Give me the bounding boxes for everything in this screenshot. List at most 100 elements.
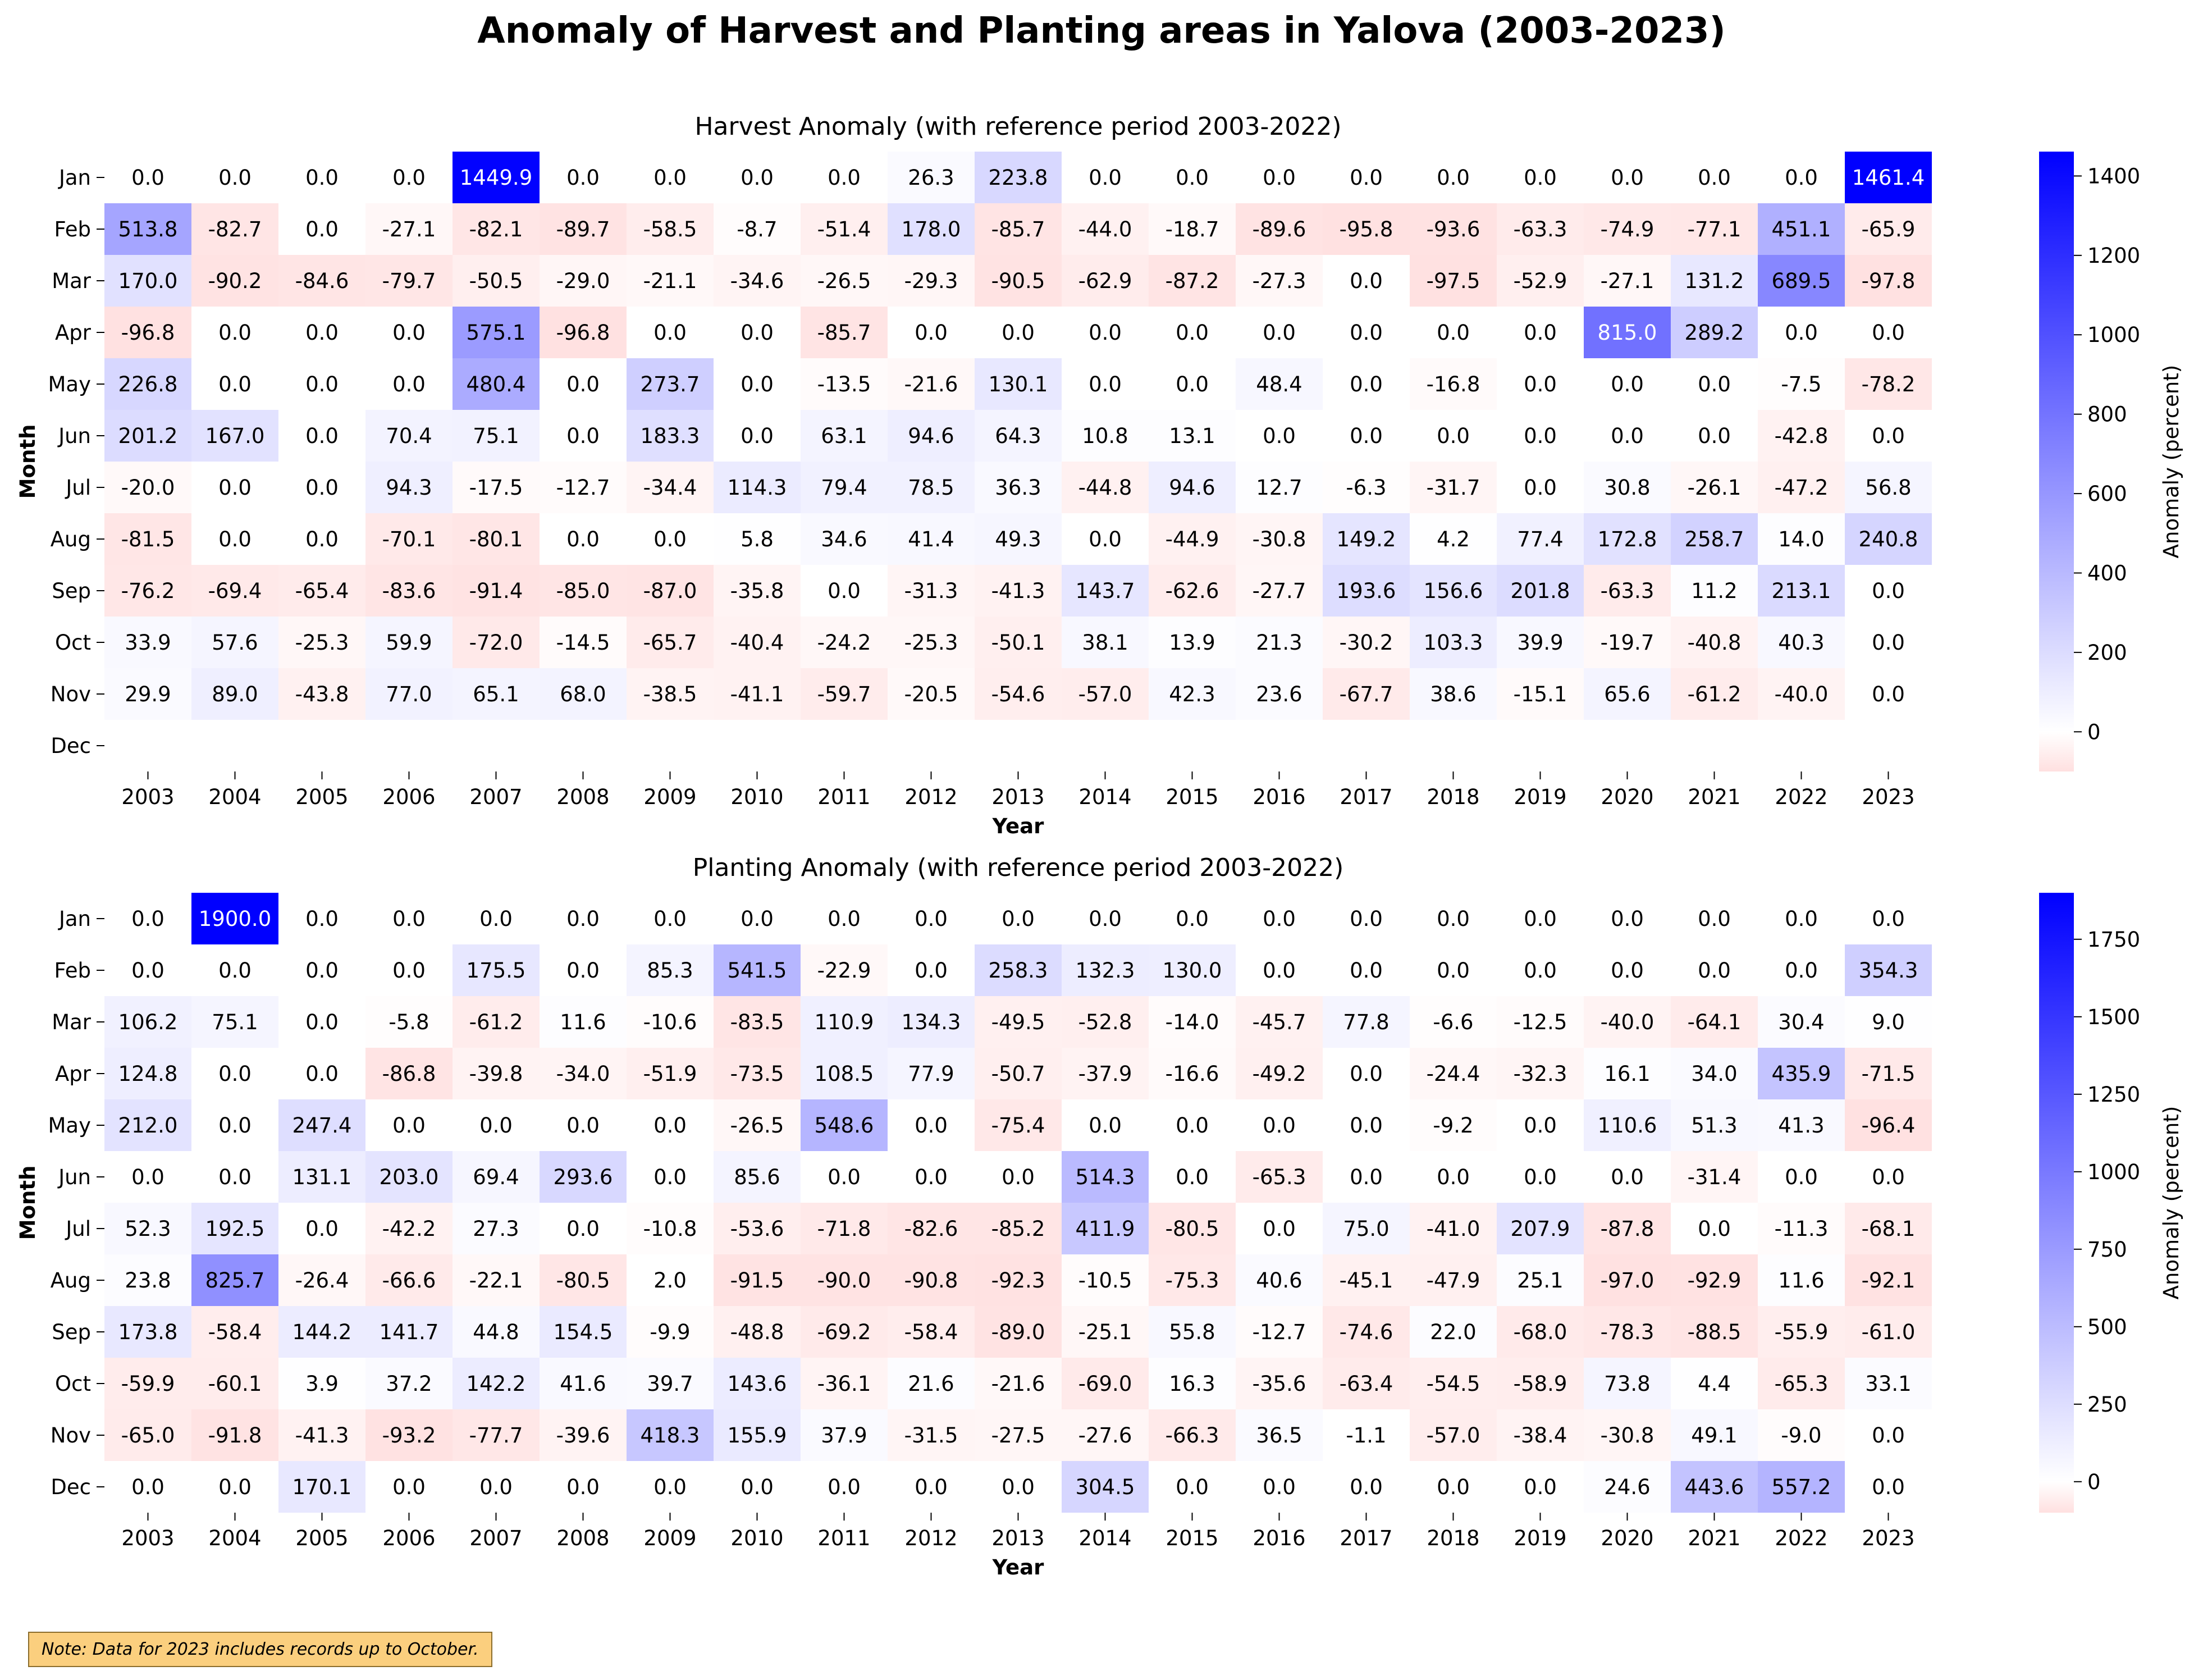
planting-cell	[191, 1461, 278, 1513]
planting-cell	[453, 1254, 540, 1306]
planting-cell	[540, 1099, 627, 1151]
harvest-cell	[627, 410, 714, 462]
planting-cell	[888, 893, 975, 944]
harvest-colorbar-tick-label: 1000	[2087, 323, 2140, 347]
harvest-cell	[1323, 565, 1410, 617]
planting-cell	[1236, 1099, 1323, 1151]
planting-cell	[1323, 1461, 1410, 1513]
planting-cell-label: 0.0	[218, 958, 252, 983]
harvest-cell-label: -79.7	[382, 269, 436, 293]
harvest-cell-label: -40.0	[1775, 682, 1829, 706]
planting-cell	[1236, 1461, 1323, 1513]
planting-cell-label: 0.0	[1872, 1475, 1905, 1499]
harvest-cell	[278, 307, 365, 358]
planting-cell	[191, 1254, 278, 1306]
harvest-cell-label: 258.7	[1685, 527, 1744, 551]
planting-cell-label: -92.1	[1862, 1268, 1916, 1293]
harvest-ytick-label: Feb	[54, 217, 91, 241]
harvest-cell-label: -34.6	[730, 269, 784, 293]
planting-cell	[453, 1151, 540, 1203]
planting-cell-label: 0.0	[1350, 1165, 1383, 1189]
harvest-cell	[627, 668, 714, 720]
planting-xtick-label: 2003	[121, 1526, 174, 1550]
planting-cell	[191, 1306, 278, 1358]
harvest-heatmap-chart: Harvest Anomaly (with reference period 2…	[16, 112, 2183, 838]
planting-cell	[1845, 1461, 1932, 1513]
harvest-cell-label: 0.0	[1350, 166, 1383, 190]
harvest-cell-label: 65.1	[473, 682, 519, 706]
harvest-cell-label: 0.0	[1350, 424, 1383, 448]
planting-xtick-label: 2017	[1340, 1526, 1392, 1550]
planting-cell	[365, 996, 453, 1048]
planting-cell-label: 27.3	[473, 1217, 519, 1241]
harvest-cell-label: 0.0	[1176, 372, 1209, 396]
harvest-cell	[104, 462, 191, 513]
planting-cell-label: 134.3	[902, 1010, 961, 1034]
planting-cell	[1758, 996, 1845, 1048]
harvest-cell-label: 30.8	[1604, 476, 1650, 500]
harvest-ytick-label: Jun	[57, 424, 91, 448]
harvest-cell	[888, 513, 975, 565]
planting-ytick-label: Nov	[51, 1423, 91, 1448]
harvest-cell	[1671, 358, 1758, 410]
harvest-cell	[1236, 668, 1323, 720]
planting-cell	[888, 1151, 975, 1203]
harvest-cell-label: 156.6	[1424, 579, 1483, 603]
planting-cell	[1236, 893, 1323, 944]
planting-cell	[104, 1099, 191, 1151]
planting-cell	[104, 1203, 191, 1254]
planting-colorbar-tick-label: 1000	[2087, 1160, 2140, 1184]
planting-cell	[801, 1409, 888, 1461]
planting-cell	[540, 944, 627, 996]
harvest-cell	[540, 668, 627, 720]
planting-cell-label: 0.0	[1263, 1113, 1296, 1138]
planting-cell	[1584, 1203, 1671, 1254]
harvest-cell	[191, 565, 278, 617]
harvest-cell	[278, 565, 365, 617]
planting-cell	[1062, 1358, 1149, 1409]
planting-cell	[1671, 1203, 1758, 1254]
planting-cell-label: 0.0	[1350, 1113, 1383, 1138]
planting-cell-label: 0.0	[1437, 1475, 1470, 1499]
harvest-cell	[1323, 203, 1410, 255]
planting-cell	[191, 996, 278, 1048]
harvest-cell-label: -30.2	[1340, 631, 1393, 655]
harvest-cell-label: 273.7	[641, 372, 700, 396]
planting-cell	[627, 1306, 714, 1358]
harvest-cell-label: -27.1	[382, 217, 436, 241]
harvest-cell-label: -65.7	[643, 631, 697, 655]
planting-cell-label: 0.0	[1350, 907, 1383, 931]
planting-cell-label: -31.4	[1688, 1165, 1742, 1189]
planting-cell-label: 0.0	[1437, 958, 1470, 983]
planting-xtick-label: 2006	[382, 1526, 435, 1550]
figure-title: Anomaly of Harvest and Planting areas in…	[477, 10, 1726, 52]
planting-cell	[888, 1203, 975, 1254]
harvest-cell	[1758, 513, 1845, 565]
planting-xtick-label: 2018	[1427, 1526, 1479, 1550]
harvest-cell	[365, 255, 453, 307]
harvest-cell	[1323, 513, 1410, 565]
planting-cell	[1758, 1048, 1845, 1099]
planting-cell-label: 0.0	[828, 1165, 861, 1189]
planting-cell	[627, 1099, 714, 1151]
harvest-cell-label: -27.1	[1601, 269, 1654, 293]
harvest-cell	[1323, 462, 1410, 513]
planting-cell-label: 0.0	[1176, 1475, 1209, 1499]
planting-cell-label: 0.0	[479, 1475, 513, 1499]
harvest-cell-label: 143.7	[1076, 579, 1135, 603]
harvest-xlabel: Year	[992, 814, 1044, 838]
harvest-cell-label: -70.1	[382, 527, 436, 551]
harvest-cell	[540, 152, 627, 203]
planting-cell	[1671, 1306, 1758, 1358]
harvest-cell	[1497, 358, 1584, 410]
planting-cell	[1584, 1306, 1671, 1358]
harvest-cell-label: -85.0	[556, 579, 610, 603]
planting-cell	[975, 944, 1062, 996]
planting-cell	[1845, 1306, 1932, 1358]
planting-cell-label: 0.0	[392, 907, 426, 931]
harvest-cell-label: -44.8	[1078, 476, 1132, 500]
harvest-cell	[1497, 203, 1584, 255]
harvest-cell	[801, 668, 888, 720]
harvest-cell-label: 0.0	[1350, 372, 1383, 396]
harvest-cell-label: -62.9	[1078, 269, 1132, 293]
